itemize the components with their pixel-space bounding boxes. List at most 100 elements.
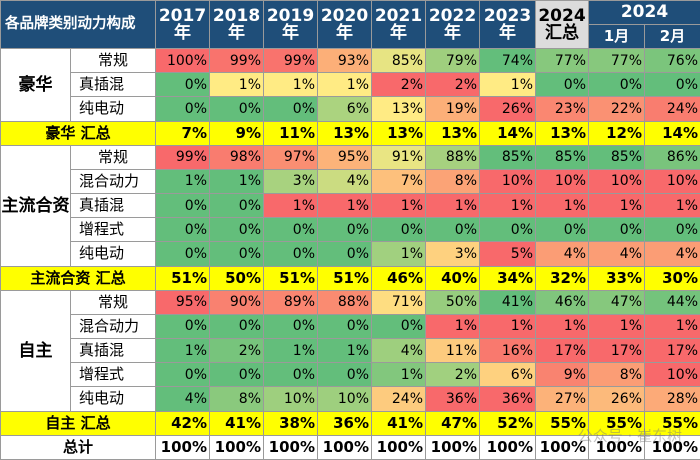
summary-cell: 9% (209, 120, 264, 146)
data-cell: 2% (425, 362, 480, 388)
data-cell: 6% (479, 362, 536, 388)
year-header-top: 2024 (538, 5, 586, 26)
data-cell: 4% (371, 338, 426, 364)
data-cell: 0% (371, 217, 426, 243)
data-cell: 4% (317, 168, 372, 195)
data-cell: 1% (425, 313, 480, 340)
year-header-2019: 2019 年 (263, 0, 318, 49)
summary-label: 豪华 汇总 (0, 120, 156, 146)
data-cell: 95% (155, 289, 210, 315)
data-cell: 10% (588, 168, 645, 195)
segment-label: 豪华 (0, 48, 71, 122)
table-body: 豪华 常规 100% 99% 99% 93% 85% 79% 74% 77% 77% 76% 真插混 0%… (0, 47, 700, 460)
data-cell: 95% (317, 144, 372, 170)
data-cell: 2% (371, 72, 426, 98)
year-header-2023: 2023 年 (479, 0, 536, 49)
year-header-bottom: 汇总 (545, 22, 579, 43)
data-cell: 0% (209, 193, 264, 219)
powertrain-label: 常规 (70, 289, 156, 315)
data-cell: 85% (588, 144, 645, 170)
data-cell: 77% (535, 47, 589, 74)
data-cell: 0% (263, 96, 318, 122)
total-cell: 100% (425, 434, 480, 460)
summary-cell: 51% (317, 265, 372, 291)
total-cell: 100% (643, 434, 700, 460)
data-cell: 97% (263, 144, 318, 170)
year-header-2022: 2022 年 (425, 0, 480, 49)
data-cell: 3% (263, 168, 318, 195)
data-cell: 1% (209, 72, 264, 98)
data-cell: 88% (425, 144, 480, 170)
data-cell: 0% (209, 217, 264, 243)
data-cell: 0% (263, 313, 318, 340)
data-cell: 85% (371, 47, 426, 74)
data-cell: 99% (263, 47, 318, 74)
year-header-top: 2019 (266, 5, 315, 26)
data-cell: 46% (535, 289, 589, 315)
table-title: 各品牌类别动力构成 (0, 0, 156, 49)
data-cell: 88% (317, 289, 372, 315)
year-header-2017: 2017 年 (155, 0, 210, 49)
data-cell: 4% (588, 241, 645, 267)
powertrain-label: 增程式 (70, 217, 156, 243)
summary-cell: 12% (588, 120, 645, 146)
total-cell: 100% (155, 434, 210, 460)
data-cell: 77% (588, 47, 645, 74)
data-cell: 0% (209, 241, 264, 267)
data-cell: 36% (425, 386, 480, 412)
summary-cell: 14% (643, 120, 700, 146)
data-cell: 0% (643, 217, 700, 243)
group-header-2024: 2024 (587, 0, 700, 25)
powertrain-label: 纯电动 (70, 241, 156, 267)
data-cell: 0% (209, 362, 264, 388)
data-cell: 1% (263, 338, 318, 364)
data-cell: 10% (643, 362, 700, 388)
data-cell: 91% (371, 144, 426, 170)
year-header-2024-total: 2024 汇总 (535, 0, 589, 49)
data-cell: 98% (209, 144, 264, 170)
data-cell: 1% (263, 72, 318, 98)
summary-cell: 47% (425, 410, 480, 436)
year-header-top: 2020 (320, 5, 369, 26)
year-header-bottom: 年 (444, 22, 461, 43)
data-cell: 85% (535, 144, 589, 170)
summary-cell: 42% (155, 410, 210, 436)
year-header-bottom: 年 (228, 22, 245, 43)
powertrain-label: 纯电动 (70, 96, 156, 122)
data-cell: 1% (535, 313, 589, 340)
data-cell: 0% (317, 313, 372, 340)
data-cell: 0% (263, 217, 318, 243)
data-cell: 1% (643, 193, 700, 219)
data-cell: 1% (425, 193, 480, 219)
data-cell: 13% (371, 96, 426, 122)
data-cell: 10% (535, 168, 589, 195)
data-cell: 26% (588, 386, 645, 412)
summary-cell: 13% (371, 120, 426, 146)
data-cell: 0% (535, 217, 589, 243)
data-cell: 10% (317, 386, 372, 412)
summary-cell: 52% (479, 410, 536, 436)
data-cell: 3% (425, 241, 480, 267)
summary-cell: 14% (479, 120, 536, 146)
table-row: 纯电动 0% 0% 0% 6% 13% 19% 26% 23% 22% 24% (1, 96, 700, 122)
data-cell: 1% (479, 313, 536, 340)
total-cell: 100% (479, 434, 536, 460)
data-cell: 26% (479, 96, 536, 122)
powertrain-label: 真插混 (70, 193, 156, 219)
data-cell: 0% (209, 96, 264, 122)
data-cell: 99% (209, 47, 264, 74)
data-cell: 28% (643, 386, 700, 412)
data-cell: 0% (317, 241, 372, 267)
data-cell: 7% (371, 168, 426, 195)
data-cell: 0% (588, 72, 645, 98)
data-cell: 79% (425, 47, 480, 74)
data-cell: 0% (425, 217, 480, 243)
powertrain-label: 常规 (70, 144, 156, 170)
data-cell: 0% (155, 217, 210, 243)
powertrain-label: 常规 (70, 47, 156, 74)
summary-cell: 41% (209, 410, 264, 436)
table-row: 纯电动 0% 0% 0% 0% 1% 3% 5% 4% 4% 4% (1, 241, 700, 267)
table-row: 豪华 常规 100% 99% 99% 93% 85% 79% 74% 77% 77% 76% (0, 47, 700, 122)
year-header-2021: 2021 年 (371, 0, 426, 49)
